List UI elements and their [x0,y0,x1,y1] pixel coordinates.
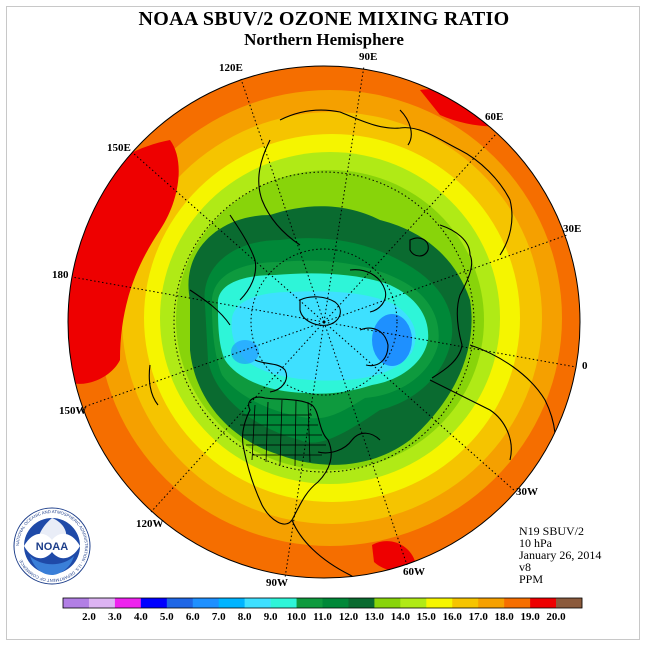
legend-swatch [478,598,505,608]
legend-tick-label: 11.0 [313,611,332,623]
lon-label-0: 0 [582,360,588,372]
lon-label-30w: 30W [516,486,538,498]
legend-tick-label: 15.0 [417,611,437,623]
color-legend: 2.0 3.0 4.0 5.0 6.0 7.0 8.0 9.0 10.0 11.0 12.0 13.0… [62,597,583,623]
legend-swatch [192,598,219,608]
map-title: NOAA SBUV/2 OZONE MIXING RATIO [138,8,510,30]
info-instrument: N19 SBUV/2 [519,524,585,538]
legend-tick-label: 13.0 [365,611,385,623]
legend-swatch [270,598,297,608]
map-boundary [67,65,581,579]
info-version: v8 [519,560,531,574]
legend-swatch [348,598,375,608]
legend-tick-label: 16.0 [443,611,463,623]
noaa-logo-text: NOAA [36,541,68,553]
us-state-grid [240,399,326,467]
legend-swatch [166,598,194,608]
legend-swatch [426,598,453,608]
legend-swatch [244,598,271,608]
figure-frame [6,6,640,640]
legend-swatch [504,598,531,608]
legend-swatch [140,598,168,608]
lon-label-120e: 120E [219,62,243,74]
legend-swatch [374,598,401,608]
legend-swatch [218,598,245,608]
legend-tick-label: 20.0 [546,611,566,623]
legend-swatch [63,598,90,608]
lon-label-150w: 150W [59,405,87,417]
legend-tick-label: 7.0 [212,611,226,623]
legend-tick-label: 2.0 [82,611,96,623]
ozone-contour-field [68,66,580,578]
legend-border [62,597,583,609]
legend-swatch [322,598,349,608]
legend-swatch [530,598,557,608]
graticule [71,65,577,579]
map-subtitle: Northern Hemisphere [244,30,404,49]
legend-tick-label: 12.0 [339,611,359,623]
lon-label-150e: 150E [107,142,131,154]
legend-swatch [88,598,116,608]
legend-tick-label: 18.0 [495,611,515,623]
legend-tick-label: 9.0 [264,611,278,623]
legend-swatch [556,598,583,608]
lon-label-90e: 90E [359,51,378,63]
legend-tick-label: 3.0 [108,611,122,623]
noaa-logo: NOAA NATIONAL OCEANIC AND ATMOSPHERIC AD… [13,507,91,585]
lon-label-30e: 30E [563,223,582,235]
legend-tick-label: 10.0 [287,611,307,623]
legend-tick-label: 19.0 [520,611,540,623]
legend-tick-label: 17.0 [469,611,489,623]
legend-tick-label: 8.0 [238,611,252,623]
legend-swatch [400,598,427,608]
coastlines [148,109,556,578]
legend-tick-label: 4.0 [134,611,148,623]
legend-swatch [452,598,479,608]
info-units: PPM [519,572,544,586]
legend-swatch [296,598,323,608]
info-date: January 26, 2014 [519,548,602,562]
info-level: 10 hPa [519,536,552,550]
lon-label-120w: 120W [136,518,164,530]
lon-label-90w: 90W [266,577,288,589]
legend-tick-label: 14.0 [391,611,411,623]
legend-swatch [114,598,142,608]
legend-tick-label: 5.0 [160,611,174,623]
lon-label-60e: 60E [485,111,504,123]
lon-label-180: 180 [52,269,69,281]
legend-tick-label: 6.0 [186,611,200,623]
lon-label-60w: 60W [403,566,425,578]
